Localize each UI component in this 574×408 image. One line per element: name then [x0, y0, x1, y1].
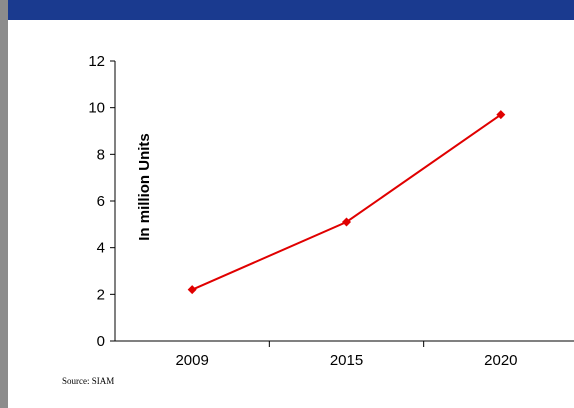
left-accent-bar	[0, 0, 8, 408]
x-tick-label: 2015	[330, 352, 363, 369]
data-point-marker	[496, 110, 506, 120]
y-ticks: 0 2 4 6 8 10 12	[88, 53, 115, 350]
y-tick-label: 10	[88, 100, 105, 117]
x-ticks: 2009 2015 2020	[175, 341, 518, 369]
y-tick-label: 0	[97, 333, 105, 350]
source-note: Source: SIAM	[62, 376, 115, 386]
y-tick-label: 2	[97, 286, 105, 303]
data-point-marker	[342, 217, 351, 227]
series-layer	[187, 110, 506, 295]
data-point-marker	[187, 285, 197, 295]
y-tick-label: 12	[88, 53, 105, 70]
y-axis-label: In million Units	[136, 133, 153, 241]
y-tick-label: 4	[97, 240, 105, 257]
x-tick-label: 2009	[175, 352, 208, 369]
x-tick-label: 2020	[484, 352, 517, 369]
header-bar	[0, 0, 574, 20]
y-tick-label: 8	[97, 146, 105, 163]
y-tick-label: 6	[97, 193, 105, 210]
chart-axes	[114, 61, 574, 342]
series-line	[191, 113, 502, 291]
